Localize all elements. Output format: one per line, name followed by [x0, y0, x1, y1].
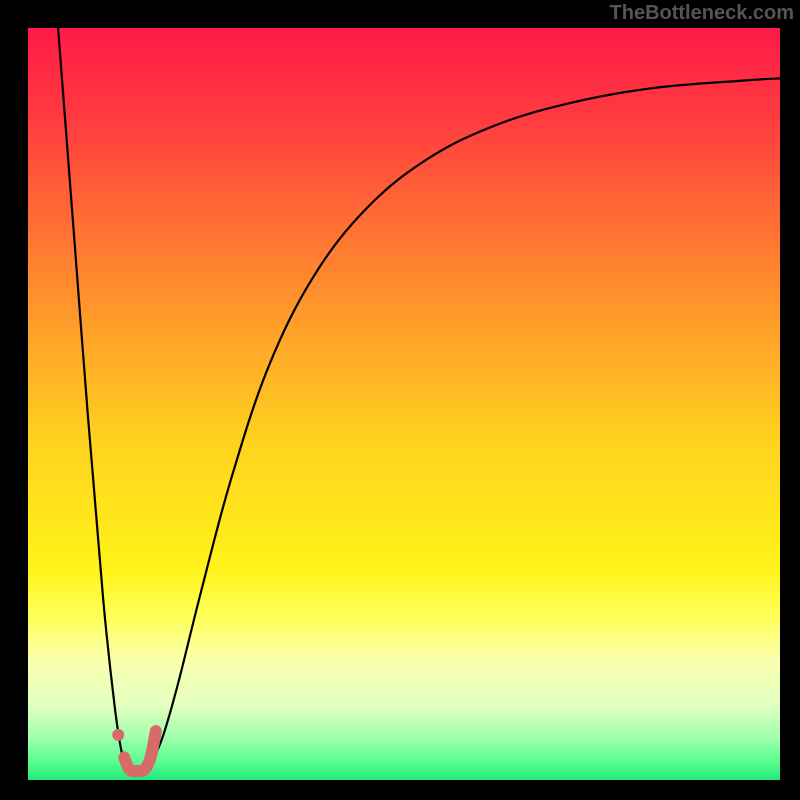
plot-area — [28, 28, 780, 780]
chart-container: TheBottleneck.com — [0, 0, 800, 800]
watermark-label: TheBottleneck.com — [610, 2, 794, 25]
gradient-background — [28, 28, 780, 780]
bottleneck-curve-chart — [28, 28, 780, 780]
trough-marker-dot — [112, 729, 124, 741]
